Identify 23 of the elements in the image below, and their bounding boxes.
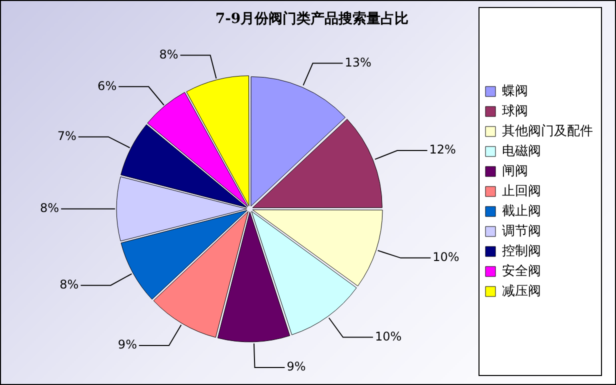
data-label: 10%	[432, 250, 460, 264]
legend-label: 其他阀门及配件	[502, 122, 593, 139]
legend-label: 截止阀	[502, 204, 541, 219]
data-label: 7%	[57, 128, 76, 143]
data-label: 12%	[429, 142, 456, 157]
data-label: 9%	[118, 338, 137, 352]
data-label: 8%	[40, 201, 60, 216]
legend-label: 止回阀	[502, 184, 541, 199]
data-label: 8%	[60, 277, 79, 292]
data-label: 8%	[159, 47, 178, 62]
legend-label: 电磁阀	[502, 144, 541, 159]
legend-label: 减压阀	[502, 284, 541, 299]
legend-label: 调节阀	[502, 224, 541, 239]
data-label: 6%	[98, 78, 117, 93]
data-label: 9%	[286, 360, 306, 374]
legend-label: 安全阀	[502, 262, 541, 279]
data-label: 10%	[375, 329, 402, 344]
legend-label: 蝶阀	[502, 84, 528, 99]
chart-title: 7-9月份阀门类产品搜索量占比	[215, 10, 409, 28]
data-label: 13%	[344, 55, 372, 70]
legend-label: 闸阀	[502, 164, 528, 179]
legend-label: 球阀	[502, 104, 528, 119]
legend-label: 控制阀	[502, 244, 541, 259]
